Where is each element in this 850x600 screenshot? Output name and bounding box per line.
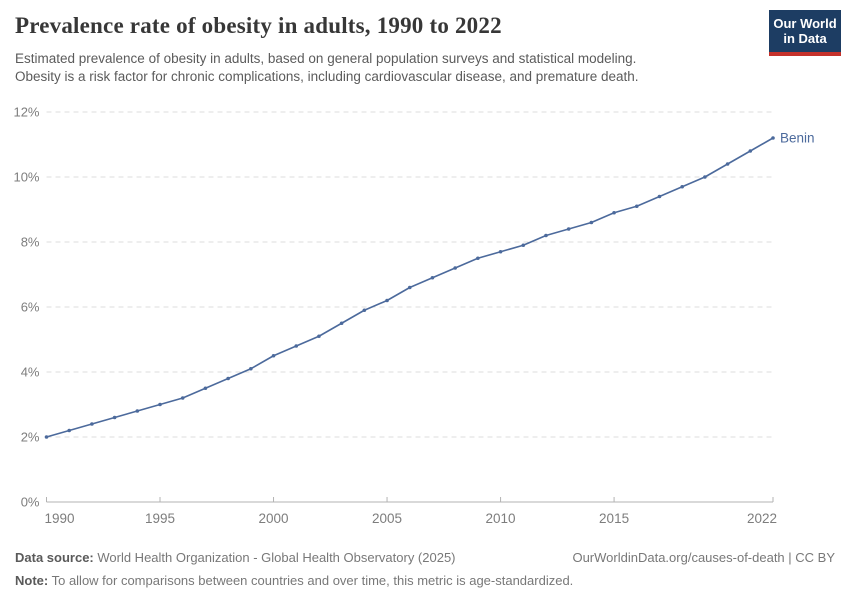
data-source-label: Data source: [15, 550, 94, 565]
chart-subtitle-line-1: Estimated prevalence of obesity in adult… [15, 51, 637, 66]
y-tick-label: 12% [13, 105, 39, 120]
x-tick-label: 2015 [599, 511, 629, 526]
data-point[interactable] [294, 344, 299, 348]
x-tick-label: 2022 [747, 511, 777, 526]
data-point[interactable] [498, 249, 503, 254]
owid-url-link[interactable]: OurWorldinData.org/causes-of-death | CC … [572, 550, 835, 565]
owid-logo[interactable]: Our World in Data [769, 10, 841, 56]
data-point[interactable] [771, 136, 775, 140]
y-tick-label: 10% [13, 170, 39, 185]
data-point[interactable] [566, 227, 571, 231]
y-tick-label: 4% [21, 365, 40, 380]
y-tick-label: 6% [21, 300, 40, 315]
data-source: Data source: World Health Organization -… [15, 549, 456, 567]
data-point[interactable] [90, 422, 94, 426]
line-chart: 0% 2% 4% 6% 8% 10% 12% 1990 1995 2000 2005 2010 2015… [13, 105, 815, 527]
data-point[interactable] [430, 275, 435, 280]
data-point[interactable] [589, 220, 594, 225]
owid-logo-line-1: Our World [773, 16, 837, 31]
x-tick-label: 2010 [486, 511, 516, 526]
y-tick-label: 8% [21, 235, 40, 250]
owid-logo-line-2: in Data [783, 31, 827, 47]
x-tick-label: 2000 [259, 511, 289, 526]
note-label: Note: [15, 572, 49, 588]
data-point[interactable] [657, 194, 662, 199]
y-tick-label: 2% [21, 430, 40, 445]
data-point[interactable] [385, 298, 389, 303]
data-point[interactable] [362, 308, 367, 313]
data-point[interactable] [317, 334, 321, 339]
data-point[interactable] [612, 210, 616, 215]
footer-note: Note: To allow for comparisons between c… [15, 572, 835, 590]
data-point[interactable] [339, 321, 344, 326]
entity-label-benin[interactable]: Benin [780, 131, 815, 146]
data-point[interactable] [748, 149, 753, 153]
data-point[interactable] [226, 376, 230, 381]
data-point[interactable] [407, 285, 412, 290]
x-tick-label: 1990 [45, 511, 75, 526]
data-source-text: World Health Organization - Global Healt… [93, 550, 456, 565]
data-point[interactable] [180, 396, 185, 400]
data-point[interactable] [271, 353, 276, 358]
data-point[interactable] [544, 233, 548, 238]
note-text: To allow for comparisons between countri… [48, 572, 574, 588]
data-point[interactable] [135, 409, 140, 413]
data-point[interactable] [680, 184, 684, 189]
data-point[interactable] [634, 204, 639, 209]
chart-title: Prevalence rate of obesity in adults, 19… [15, 13, 502, 38]
data-point[interactable] [521, 243, 526, 248]
data-point[interactable] [476, 256, 480, 261]
y-tick-label: 0% [21, 495, 40, 510]
x-tick-label: 1995 [145, 511, 175, 526]
data-point[interactable] [67, 428, 72, 433]
data-point[interactable] [44, 435, 49, 439]
chart-footer: Data source: World Health Organization -… [15, 549, 835, 589]
data-point[interactable] [158, 402, 162, 407]
data-point[interactable] [112, 415, 117, 420]
data-point[interactable] [453, 266, 457, 270]
chart-subtitle-line-2: Obesity is a risk factor for chronic com… [15, 68, 639, 84]
chart-header: Prevalence rate of obesity in adults, 19… [15, 13, 760, 86]
data-point[interactable] [703, 175, 707, 179]
data-point[interactable] [203, 386, 208, 391]
data-point[interactable] [725, 162, 730, 166]
data-point[interactable] [249, 366, 253, 371]
x-tick-label: 2005 [372, 511, 402, 526]
